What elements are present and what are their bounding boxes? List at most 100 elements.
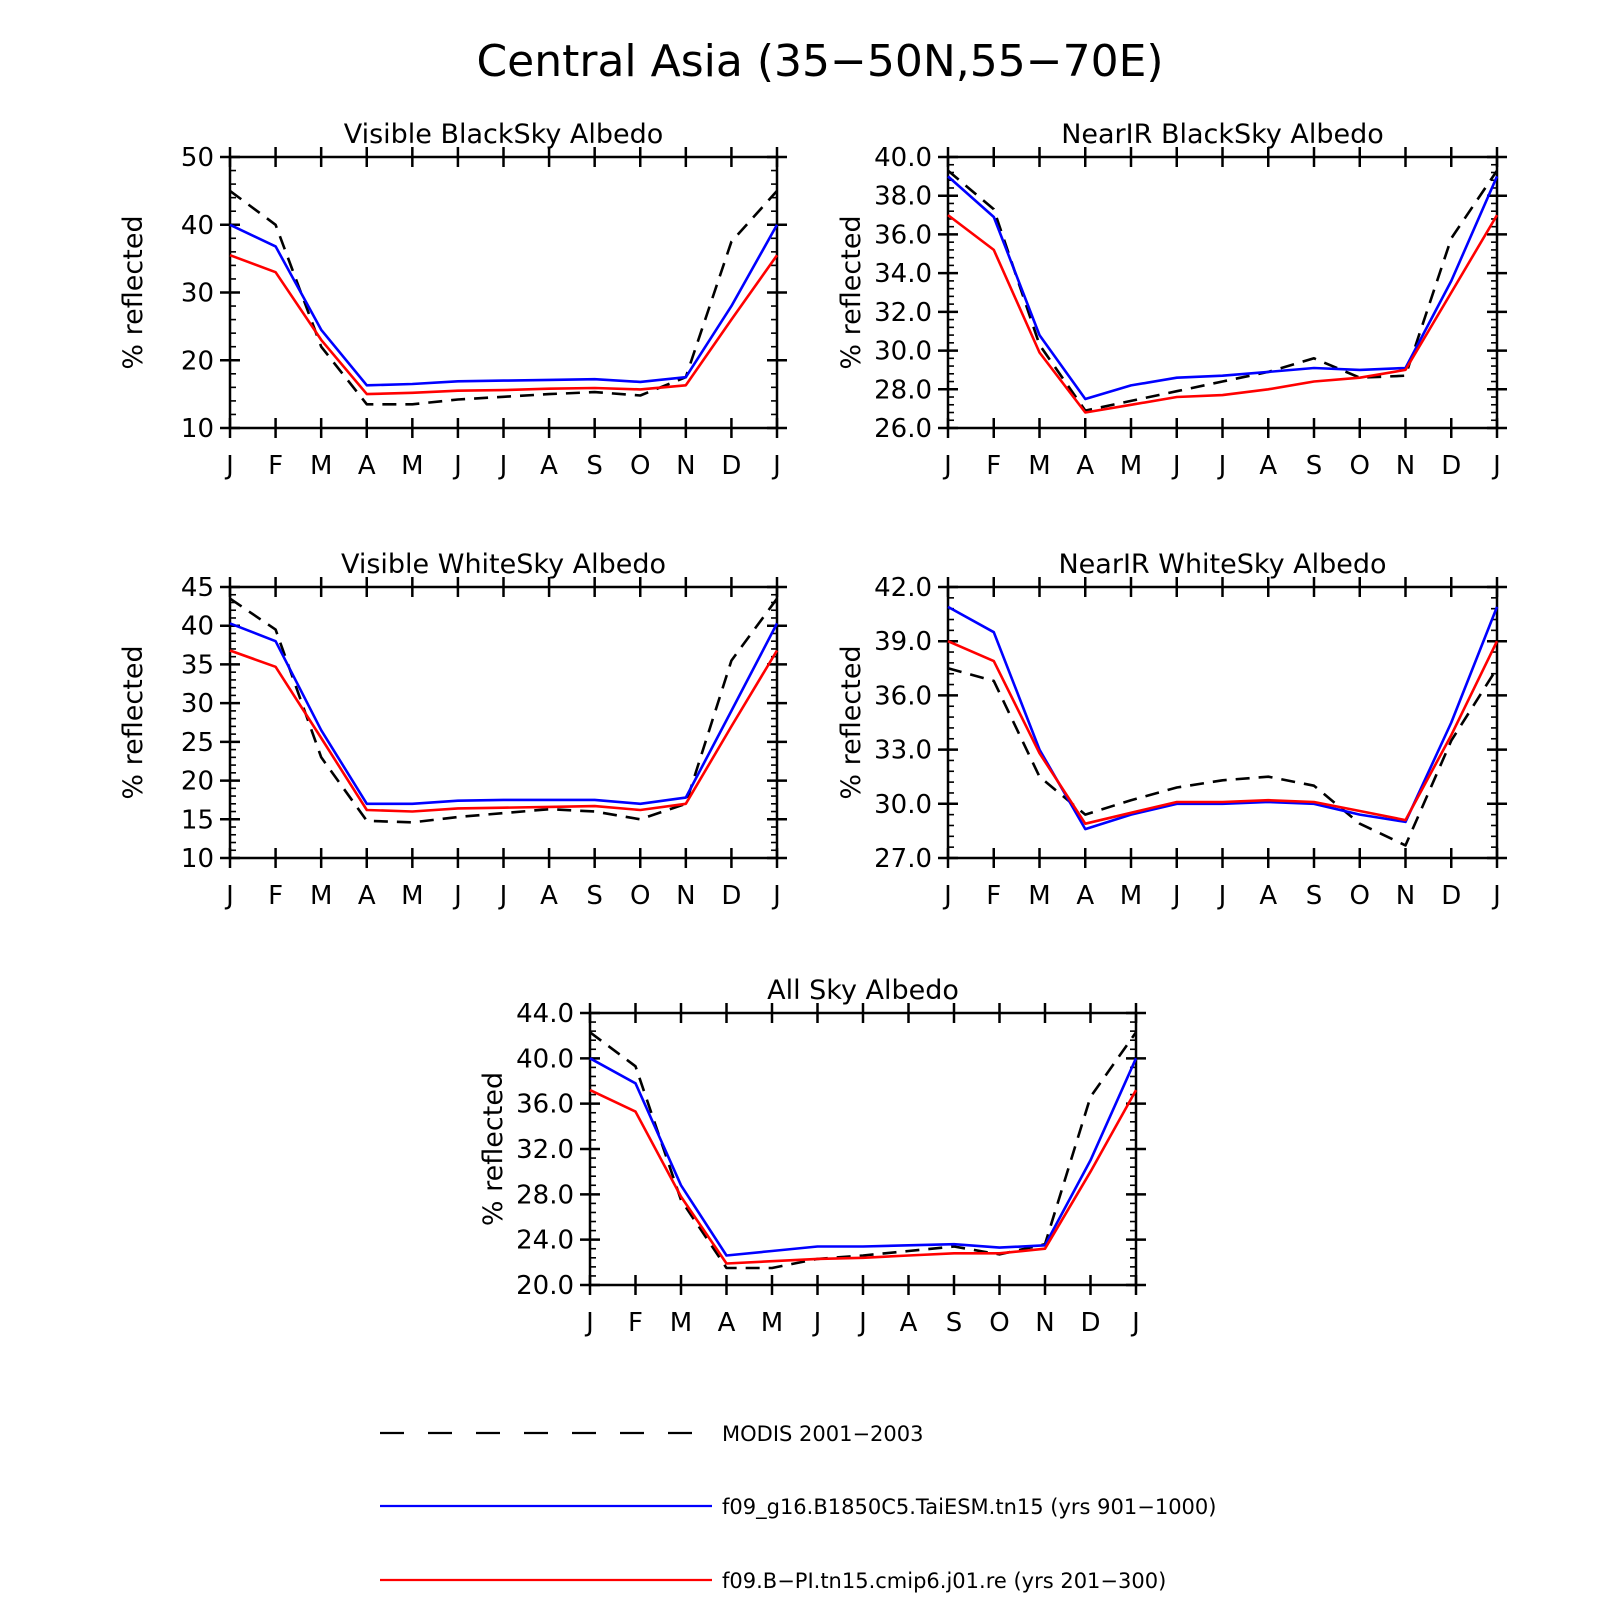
x-tick-label: J (584, 1308, 594, 1338)
x-tick-label: J (1491, 451, 1501, 481)
series-line-2 (229, 223, 779, 387)
series-line-3 (589, 1088, 1138, 1265)
plot-frame (228, 155, 779, 430)
x-tick-label: J (224, 881, 234, 911)
x-tick-label: D (1441, 451, 1461, 481)
x-tick-label: J (1171, 451, 1181, 481)
x-tick-label: J (857, 1308, 867, 1338)
panels-group: Visible BlackSky Albedo % reflected 10 20 30… (118, 119, 1507, 1338)
y-tick-label: 44.0 (516, 999, 574, 1029)
y-tick-label: 32.0 (874, 298, 932, 328)
chart-panel-3: Visible WhiteSky Albedo % reflected 10 15 20… (118, 549, 787, 911)
y-tick-label: 36.0 (874, 220, 932, 250)
series-line-3 (229, 253, 779, 396)
plot-frame (946, 585, 1499, 860)
legend-label-2: f09_g16.B1850C5.TaiESM.tn15 (yrs 901−100… (722, 1495, 1216, 1520)
x-tick-label: F (628, 1308, 643, 1338)
y-tick-label: 34.0 (874, 259, 932, 289)
x-tick-label: A (540, 451, 558, 481)
y-axis-label: % reflected (118, 645, 149, 799)
x-tick-label: J (1217, 451, 1227, 481)
y-tick-label: 28.0 (874, 375, 932, 405)
chart-panel-4: NearIR WhiteSky Albedo % reflected 27.0 30.… (836, 549, 1507, 911)
y-tick-label: 30.0 (874, 790, 932, 820)
x-tick-label: J (812, 1308, 822, 1338)
y-tick-label: 36.0 (874, 681, 932, 711)
y-tick-label: 28.0 (516, 1180, 574, 1210)
series-line-2 (947, 605, 1499, 831)
y-tick-label: 20.0 (516, 1271, 574, 1301)
legend-label-1: MODIS 2001−2003 (722, 1422, 924, 1446)
y-tick-label: 30 (181, 279, 214, 309)
x-tick-label: O (1350, 451, 1370, 481)
x-tick-label: J (942, 881, 952, 911)
chart-panel-5: All Sky Albedo % reflected 20.0 24.0 28.0 32.… (478, 975, 1146, 1338)
x-tick-label: O (630, 451, 650, 481)
y-axis-label: % reflected (118, 215, 149, 369)
plot-frame (946, 155, 1499, 430)
figure-title: Central Asia (35−50N,55−70E) (476, 36, 1163, 87)
y-tick-label: 39.0 (874, 627, 932, 657)
x-tick-label: A (900, 1308, 918, 1338)
y-tick-label: 38.0 (874, 182, 932, 212)
y-axis-label: % reflected (836, 215, 867, 369)
x-tick-label: F (268, 881, 283, 911)
y-tick-label: 10 (181, 414, 214, 444)
x-tick-label: M (1028, 451, 1050, 481)
y-tick-label: 36.0 (516, 1090, 574, 1120)
y-tick-label: 27.0 (874, 844, 932, 874)
x-tick-label: M (310, 881, 332, 911)
x-tick-label: M (401, 881, 423, 911)
x-tick-label: A (1076, 881, 1094, 911)
y-tick-label: 30 (181, 689, 214, 719)
y-tick-label: 26.0 (874, 414, 932, 444)
x-tick-label: A (1259, 881, 1277, 911)
x-tick-label: A (1259, 451, 1277, 481)
x-tick-label: M (1028, 881, 1050, 911)
x-tick-label: N (1396, 881, 1415, 911)
x-tick-label: F (268, 451, 283, 481)
legend: MODIS 2001−2003 f09_g16.B1850C5.TaiESM.tn… (380, 1422, 1216, 1593)
x-tick-label: J (771, 881, 781, 911)
series-line-2 (229, 622, 779, 806)
x-tick-label: A (718, 1308, 736, 1338)
x-tick-label: J (224, 451, 234, 481)
y-tick-label: 40 (181, 211, 214, 241)
series-line-3 (229, 649, 779, 813)
x-tick-label: J (498, 451, 508, 481)
x-tick-label: M (1120, 881, 1142, 911)
y-tick-label: 35 (181, 650, 214, 680)
chart-panel-1: Visible BlackSky Albedo % reflected 10 20 30… (118, 119, 787, 481)
y-tick-label: 32.0 (516, 1135, 574, 1165)
x-tick-label: M (310, 451, 332, 481)
y-axis-label: % reflected (836, 645, 867, 799)
x-tick-label: S (586, 881, 603, 911)
y-tick-label: 40 (181, 612, 214, 642)
x-tick-label: O (1350, 881, 1370, 911)
x-tick-label: D (721, 881, 741, 911)
series-line-1 (229, 597, 779, 824)
x-tick-label: O (989, 1308, 1009, 1338)
y-tick-label: 25 (181, 728, 214, 758)
panel-title: NearIR BlackSky Albedo (1061, 119, 1384, 150)
series-line-1 (947, 667, 1499, 847)
x-tick-label: N (676, 451, 695, 481)
x-tick-label: J (1171, 881, 1181, 911)
panel-title: Visible WhiteSky Albedo (341, 549, 666, 580)
series-line-3 (947, 214, 1499, 414)
y-tick-label: 20 (181, 346, 214, 376)
x-tick-label: N (676, 881, 695, 911)
x-tick-label: A (540, 881, 558, 911)
x-tick-label: M (670, 1308, 692, 1338)
y-tick-label: 15 (181, 805, 214, 835)
x-tick-label: D (1080, 1308, 1100, 1338)
y-tick-label: 40.0 (516, 1044, 574, 1074)
x-tick-label: J (771, 451, 781, 481)
y-tick-label: 50 (181, 143, 214, 173)
x-tick-label: F (986, 451, 1001, 481)
x-tick-label: S (1306, 881, 1323, 911)
y-tick-label: 45 (181, 573, 214, 603)
y-tick-label: 10 (181, 844, 214, 874)
x-tick-label: J (1491, 881, 1501, 911)
legend-label-3: f09.B−PI.tn15.cmip6.j01.re (yrs 201−300) (722, 1569, 1166, 1593)
